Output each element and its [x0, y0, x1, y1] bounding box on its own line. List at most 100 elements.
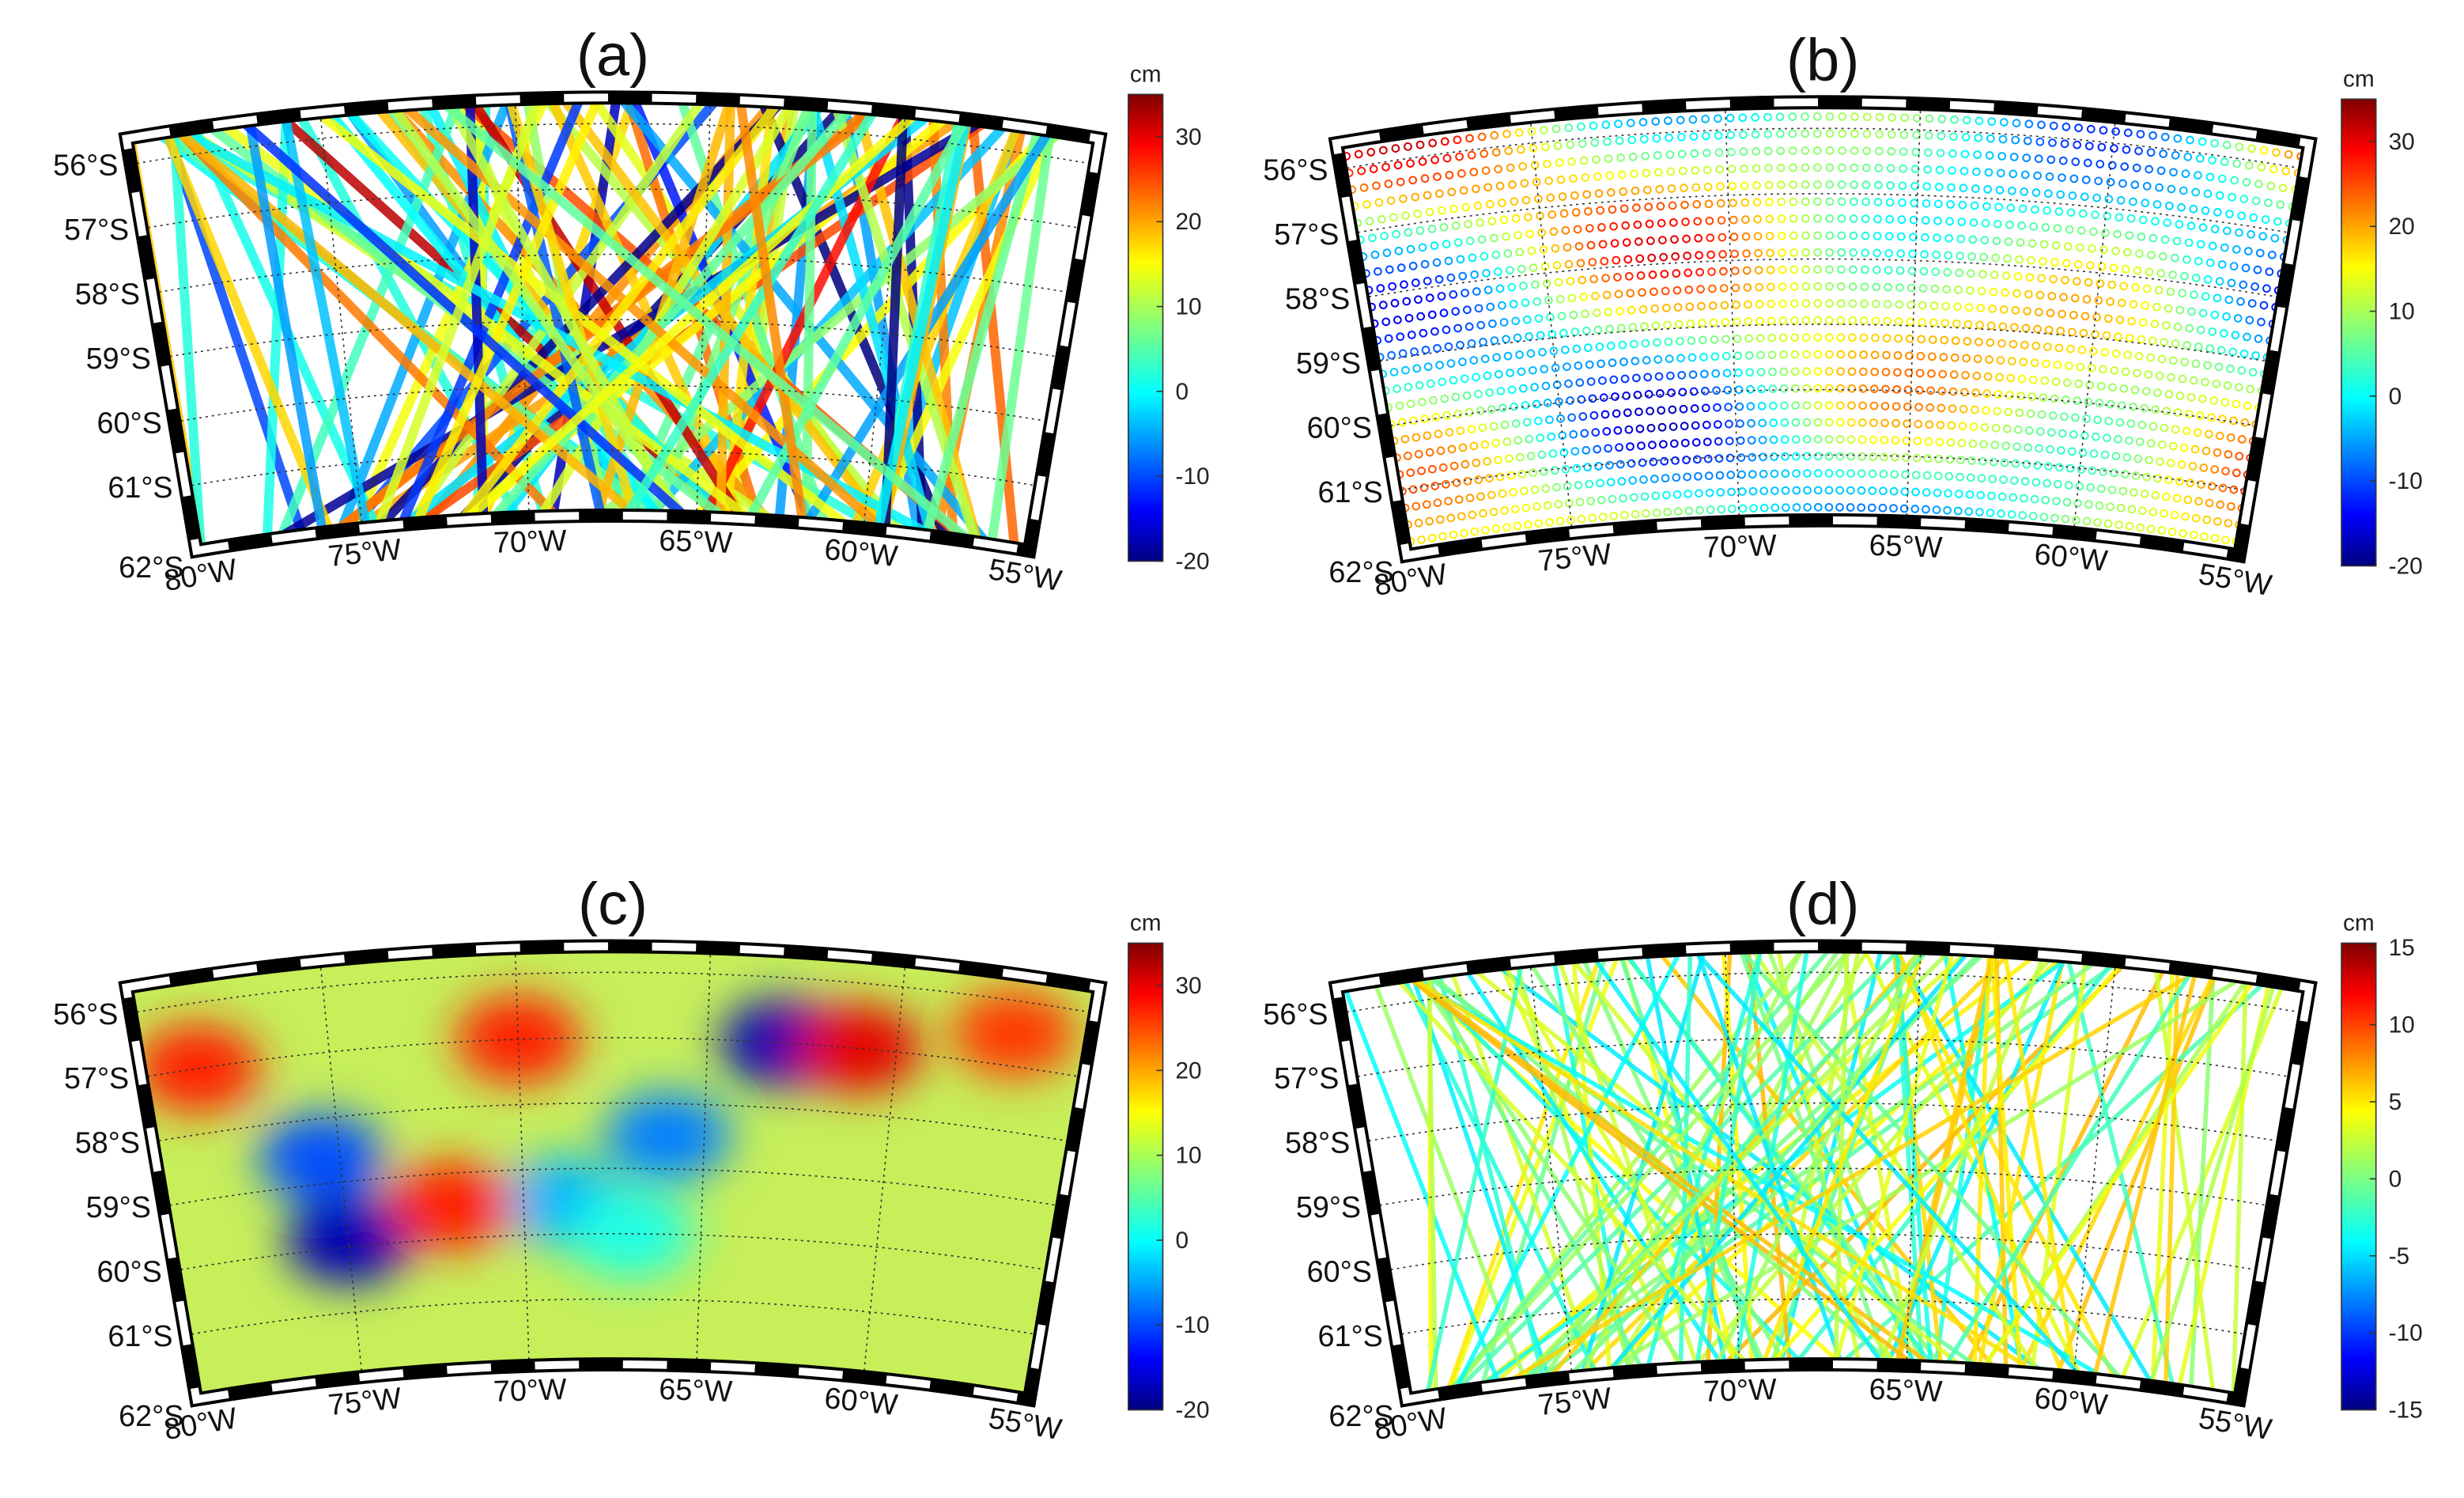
track: [731, 97, 813, 551]
grid-point: [1922, 199, 1931, 208]
map-frame-ticks: [122, 93, 1105, 556]
grid-point: [2136, 523, 2145, 532]
grid-point: [2225, 210, 2234, 218]
grid-point: [1910, 199, 1919, 208]
grid-point: [1896, 232, 1906, 241]
grid-point: [1604, 308, 1613, 316]
grid-point: [1884, 282, 1893, 292]
grid-point: [1569, 429, 1578, 439]
grid-point: [2085, 380, 2095, 390]
grid-point: [1934, 182, 1944, 191]
grid-point: [1506, 471, 1516, 480]
grid-point: [1933, 199, 1943, 209]
grid-point: [2141, 199, 2150, 208]
grid-point: [2019, 357, 2028, 367]
grid-point: [1577, 122, 1585, 131]
grid-point: [1914, 419, 1923, 429]
grid-point: [1612, 409, 1621, 418]
grid-point: [1417, 467, 1426, 475]
grid-point: [1549, 227, 1559, 236]
grid-point: [1446, 513, 1456, 523]
grid-point: [2007, 357, 2016, 365]
panel-label: (b): [1786, 27, 1859, 93]
colorbar-tick-label: -10: [1175, 1312, 1209, 1338]
track: [1434, 946, 1700, 1400]
grid-point: [2084, 142, 2094, 150]
grid-point: [1582, 190, 1592, 199]
colorbar-tick-label: 10: [2389, 298, 2415, 324]
grid-point: [1434, 274, 1444, 284]
grid-point: [1835, 418, 1845, 427]
grid-point: [2142, 284, 2152, 293]
grid-point: [1825, 248, 1835, 257]
grid-point: [1495, 181, 1505, 191]
data-field: [1336, 946, 2310, 1400]
grid-point: [1567, 293, 1577, 303]
grid-point: [2177, 202, 2186, 212]
grid-point: [1404, 228, 1413, 237]
grid-point: [1781, 469, 1790, 479]
grid-point: [1813, 435, 1823, 444]
grid-point: [1813, 180, 1822, 189]
grid-point: [1781, 452, 1789, 461]
grid-point: [2013, 272, 2023, 281]
grid-point: [1897, 215, 1907, 225]
grid-point: [2205, 258, 2215, 267]
grid-point: [1997, 152, 2007, 161]
grid-point: [1365, 217, 1374, 226]
grid-point: [2004, 407, 2013, 417]
grid-point: [1415, 226, 1425, 235]
grid-point: [1701, 403, 1710, 413]
grid-point: [1870, 367, 1880, 376]
grid-point: [2099, 365, 2107, 374]
grid-point: [1486, 302, 1495, 312]
grid-point: [1589, 274, 1599, 284]
grid-point: [1469, 168, 1479, 176]
colorbar-tick-label: -20: [1175, 548, 1209, 574]
track: [1997, 946, 2084, 1400]
grid-point: [1778, 265, 1787, 274]
lon-tick-label: 70°W: [1703, 528, 1777, 564]
grid-point: [1461, 202, 1471, 212]
grid-point: [1376, 284, 1385, 293]
grid-point: [1676, 337, 1684, 346]
grid-point: [1771, 486, 1779, 495]
grid-point: [1755, 334, 1765, 342]
grid-point: [2033, 171, 2042, 180]
grid-point: [1614, 289, 1623, 299]
grid-point: [1427, 379, 1435, 388]
lat-tick-label: 59°S: [86, 1190, 151, 1224]
lat-tick-label: 60°S: [1307, 1255, 1372, 1288]
grid-point: [1962, 115, 1971, 125]
grid-point: [1739, 130, 1748, 139]
grid-point: [1968, 439, 1978, 448]
grid-point: [1964, 303, 1974, 312]
grid-point: [1983, 372, 1993, 381]
grid-point: [1825, 146, 1835, 155]
grid-point: [1612, 255, 1621, 265]
grid-point: [1469, 441, 1479, 451]
grid-point: [1691, 438, 1701, 447]
grid-point: [1462, 391, 1472, 400]
grid-point: [1631, 357, 1640, 365]
grid-point: [1758, 418, 1767, 428]
grid-point: [1846, 469, 1855, 478]
grid-point: [1971, 388, 1980, 398]
data-field: [126, 946, 1100, 1400]
grid-point: [1825, 316, 1834, 325]
grid-point: [1626, 289, 1635, 298]
grid-point: [1668, 218, 1678, 227]
grid-point: [1620, 374, 1630, 384]
grid-point: [1618, 340, 1627, 350]
grid-point: [2031, 342, 2041, 350]
grid-point: [1659, 440, 1668, 449]
grid-point: [1724, 403, 1733, 412]
grid-point: [1540, 365, 1549, 374]
grid-point: [2058, 156, 2068, 165]
grid-point: [2172, 236, 2182, 246]
grid-point: [1628, 476, 1638, 485]
grid-point: [2197, 480, 2206, 489]
grid-point: [1710, 352, 1720, 361]
grid-point: [2226, 433, 2235, 442]
grid-point: [1825, 163, 1835, 172]
